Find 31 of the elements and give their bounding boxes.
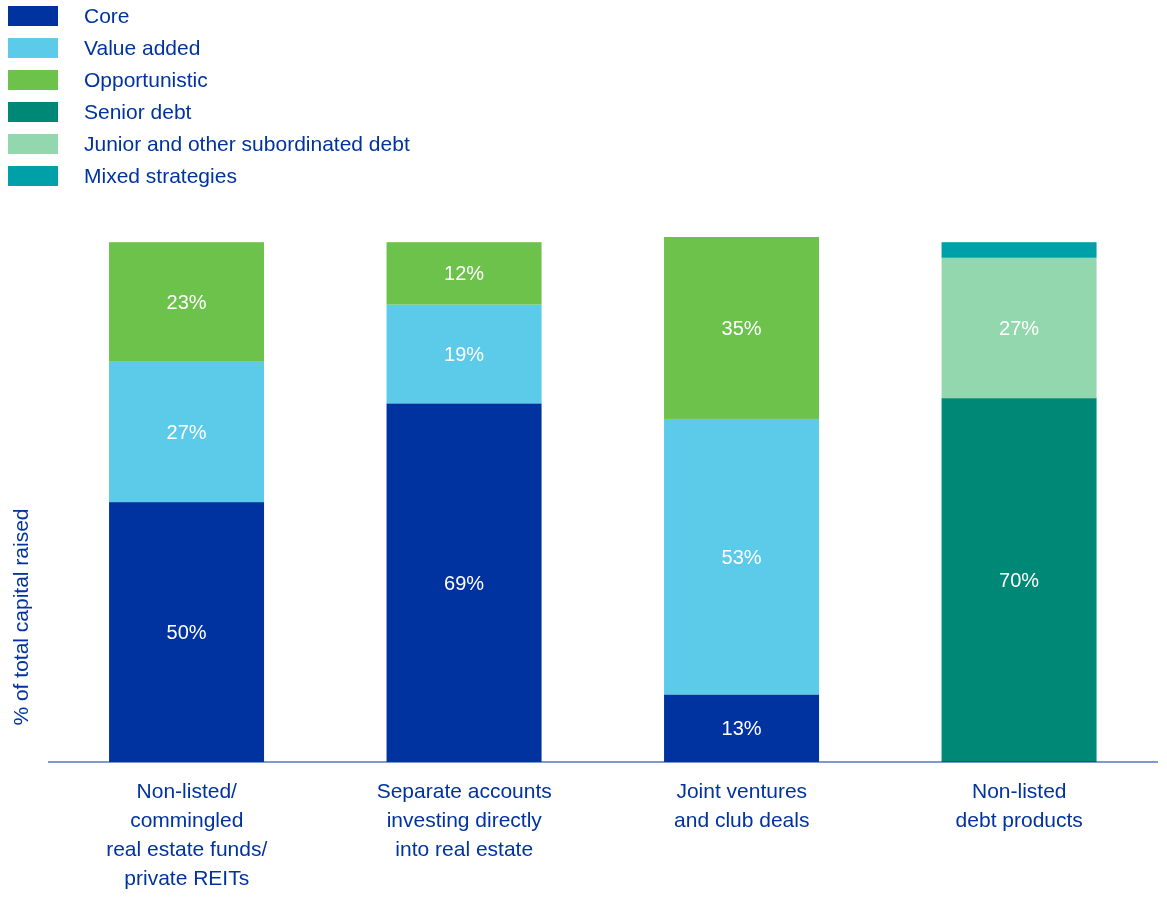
x-tick-label: Non-listed debt products (955, 779, 1083, 831)
legend-label: Senior debt (84, 100, 192, 124)
bar (664, 418, 820, 695)
bar (664, 237, 820, 419)
legend-label: Mixed strategies (84, 164, 237, 188)
data-label: 35% (721, 316, 762, 339)
bar (386, 242, 542, 305)
bar (109, 361, 265, 503)
legend-label: Opportunistic (84, 68, 208, 92)
bar (386, 304, 542, 404)
data-label: 69% (444, 571, 485, 594)
bar (941, 242, 1097, 258)
bar (109, 242, 265, 362)
data-label: 23% (166, 290, 207, 313)
x-tick-label: Non-listed/ commingled real estate funds/ private REITs (106, 779, 268, 889)
data-label: 70% (999, 569, 1040, 592)
data-label: 12% (444, 262, 485, 285)
data-label: 19% (444, 342, 485, 365)
legend-label: Core (84, 4, 130, 28)
data-label: 27% (999, 316, 1040, 339)
bar (941, 257, 1097, 399)
y-axis-title: % of total capital raised (9, 508, 32, 726)
x-tick-label: Joint ventures and club deals (674, 779, 810, 831)
bar (941, 398, 1097, 762)
data-label: 27% (166, 420, 207, 443)
data-label: 50% (166, 621, 207, 644)
data-label: 13% (721, 717, 762, 740)
legend-label: Junior and other subordinated debt (84, 132, 410, 156)
x-tick-label: Separate accounts investing directly into real estate (376, 779, 552, 860)
data-label: 53% (721, 545, 762, 568)
legend-label: Value added (84, 36, 201, 60)
